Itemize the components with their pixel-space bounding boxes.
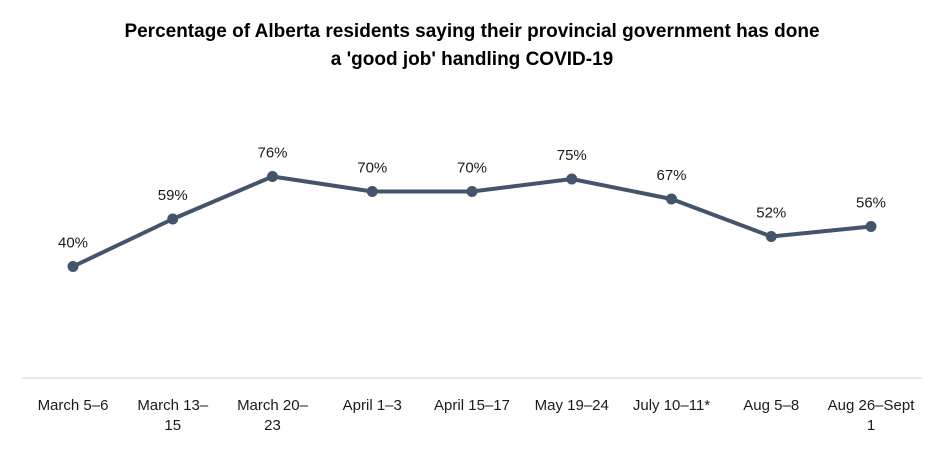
x-tick-label: Aug 26–Sept	[828, 397, 916, 414]
x-tick-label: July 10–11*	[633, 397, 710, 414]
x-tick-label: April 1–3	[343, 397, 402, 414]
data-label: 76%	[257, 145, 287, 162]
x-tick-label: 23	[264, 417, 281, 434]
chart-title-line-2: a 'good job' handling COVID-19	[331, 49, 613, 70]
data-label: 40%	[58, 235, 88, 252]
data-point	[566, 173, 578, 185]
chart-title-line-1: Percentage of Alberta residents saying t…	[124, 21, 819, 42]
x-tick-label: 15	[164, 417, 181, 434]
data-point	[666, 193, 677, 205]
x-tick-label: 1	[867, 417, 875, 434]
x-tick-label: April 15–17	[434, 397, 510, 414]
x-tick-label: Aug 5–8	[743, 397, 799, 414]
data-point	[267, 171, 278, 182]
x-tick-label: March 5–6	[38, 397, 109, 414]
data-label: 70%	[457, 160, 487, 177]
data-point	[466, 186, 478, 197]
data-label: 52%	[756, 205, 786, 222]
data-point	[765, 231, 777, 242]
data-point	[865, 221, 877, 232]
data-points	[67, 171, 877, 272]
x-tick-label: May 19–24	[535, 397, 609, 414]
data-label: 75%	[557, 147, 587, 164]
data-labels: 40% 59% 76% 70% 70% 75% 67% 52% 56%	[58, 145, 886, 252]
data-point	[366, 186, 378, 197]
x-axis-labels: March 5–6 March 13– 15 March 20– 23 April 1–3…	[38, 397, 916, 434]
data-label: 67%	[656, 167, 686, 184]
x-tick-label: March 13–	[137, 397, 209, 414]
data-label: 56%	[856, 195, 886, 212]
data-point	[67, 261, 79, 272]
data-point	[167, 213, 179, 225]
data-label: 59%	[158, 187, 188, 204]
data-label: 70%	[357, 160, 387, 177]
x-tick-label: March 20–	[237, 397, 309, 414]
